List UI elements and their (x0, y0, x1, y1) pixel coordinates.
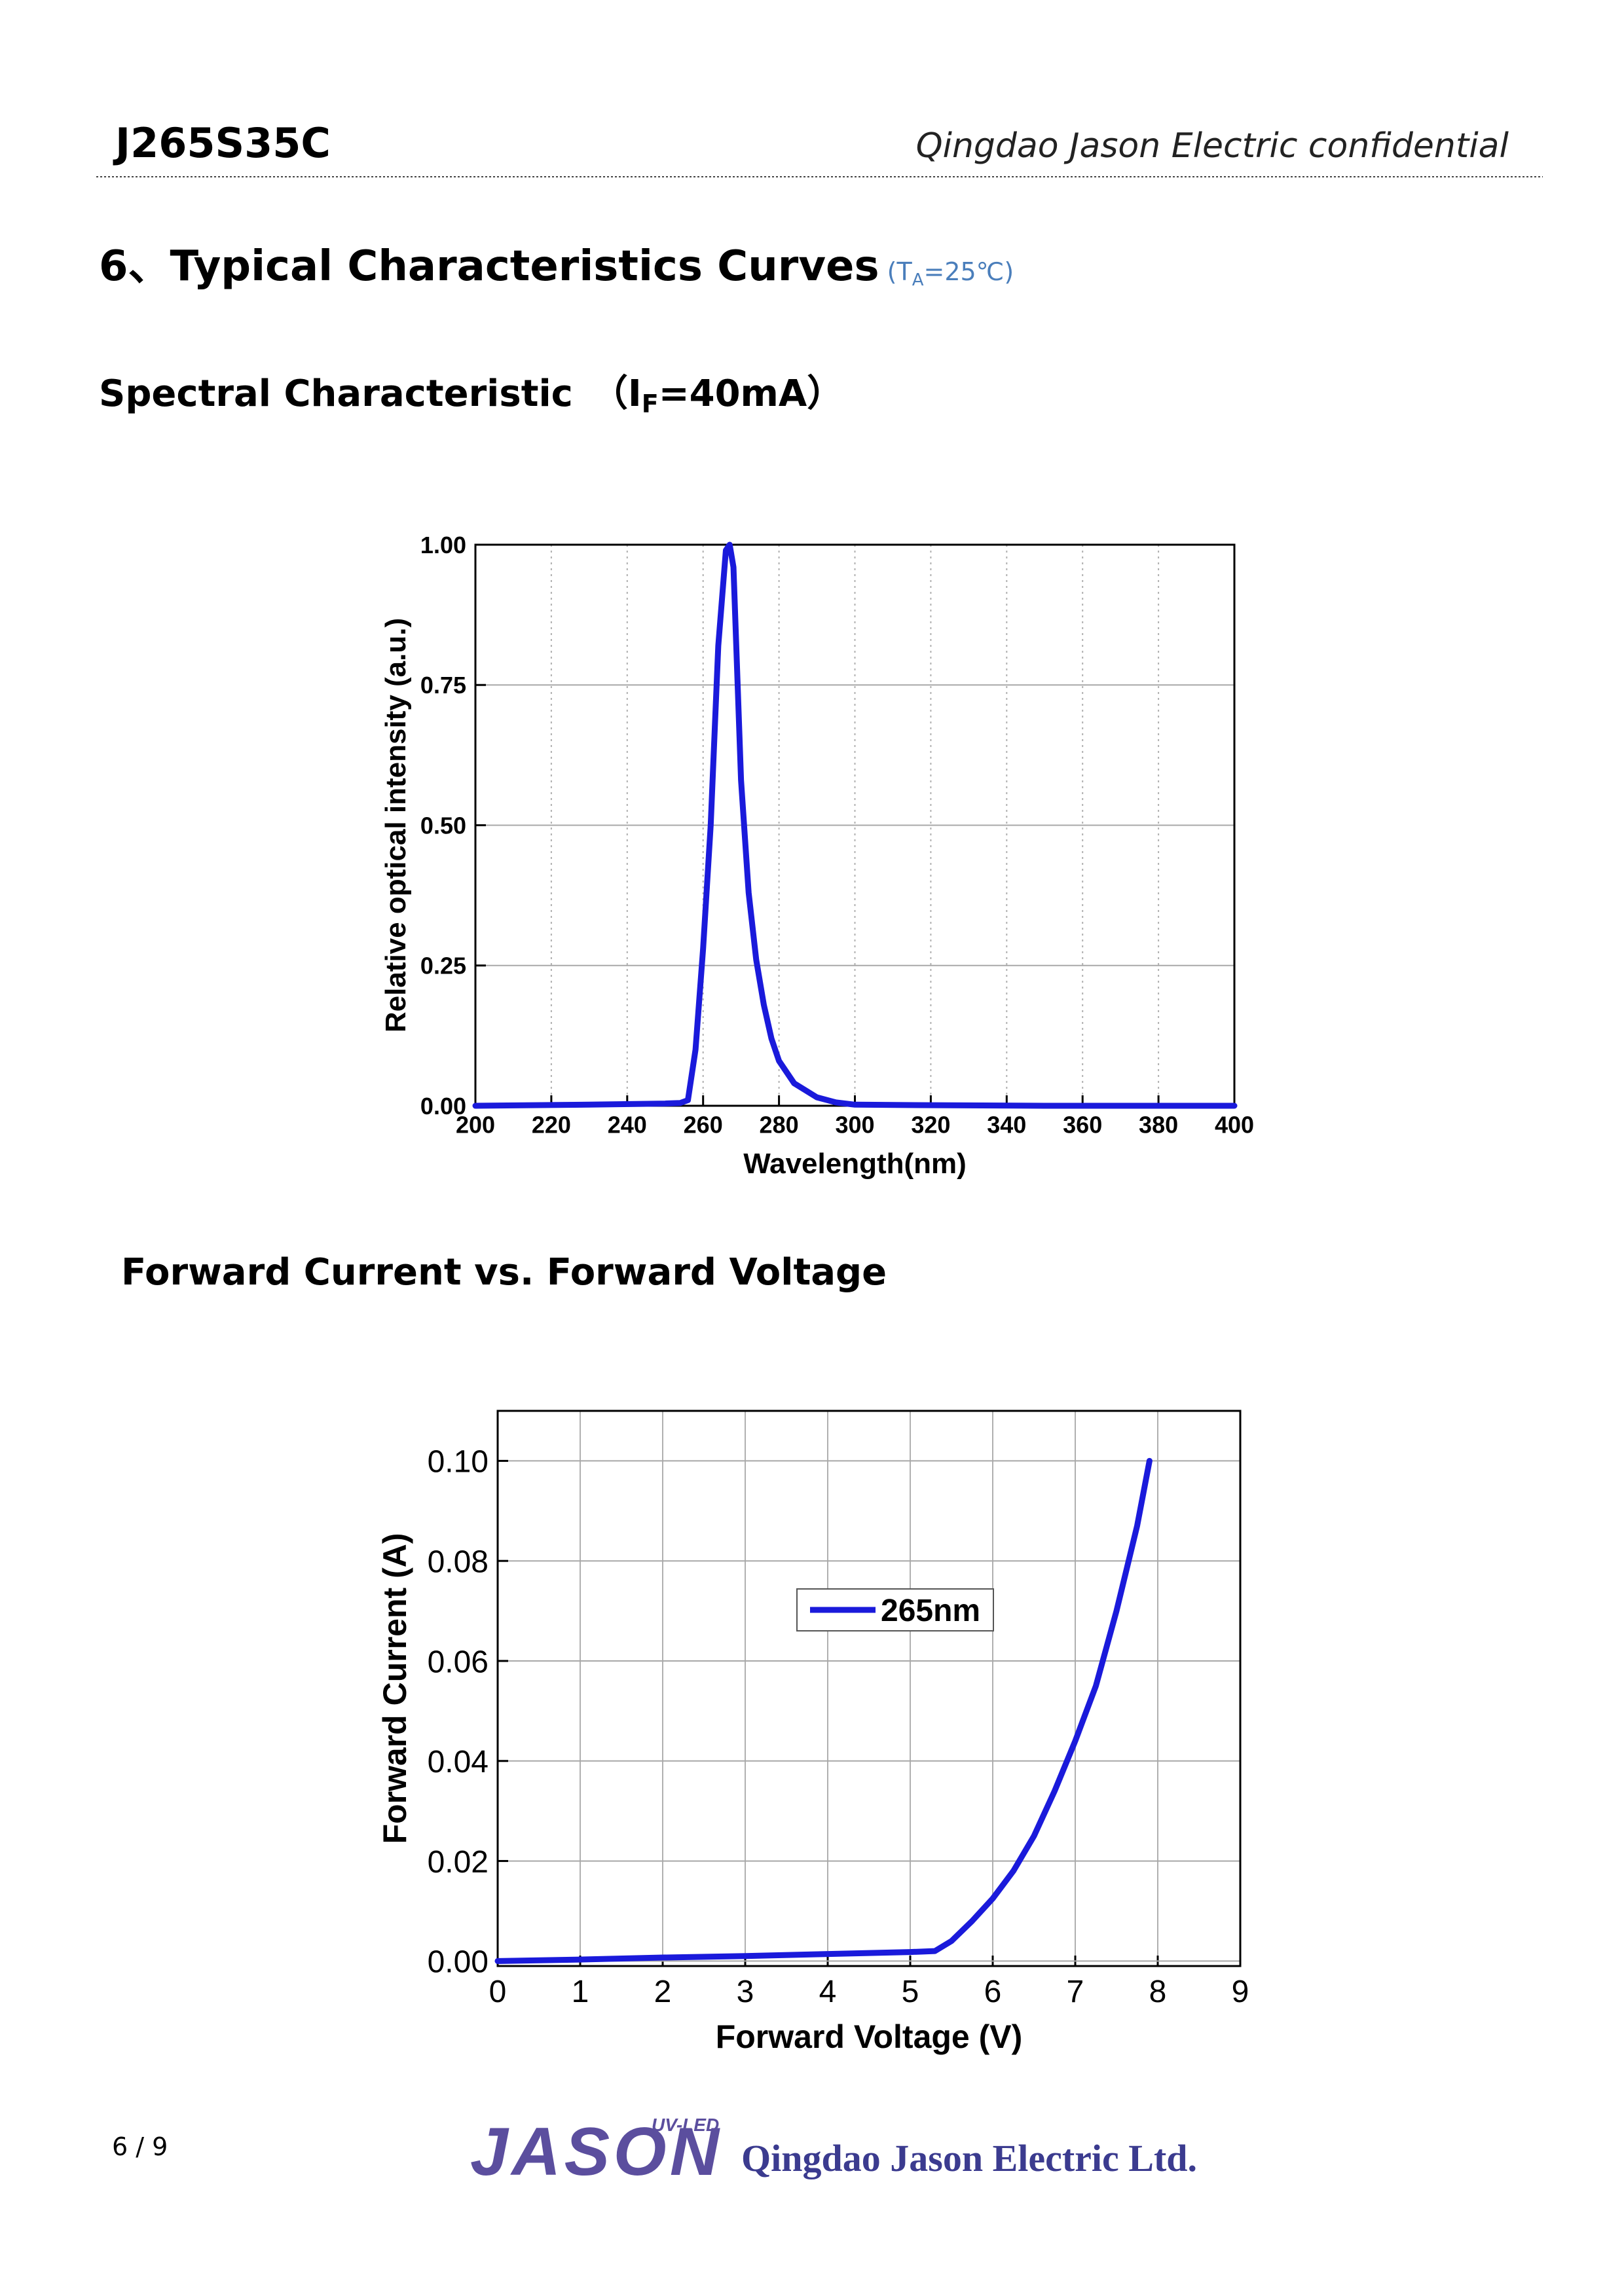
y-tick-label: 0.06 (428, 1645, 489, 1679)
x-axis-label: Wavelength(nm) (743, 1148, 967, 1180)
x-tick-label: 220 (532, 1111, 571, 1138)
x-tick-label: 5 (902, 1975, 919, 2009)
logo-tag: UV-LED (652, 2115, 719, 2135)
y-tick-label: 0.75 (420, 672, 466, 699)
x-tick-label: 340 (987, 1111, 1026, 1138)
x-axis-label: Forward Voltage (V) (716, 2018, 1023, 2055)
y-tick-label: 0.50 (420, 812, 466, 839)
y-tick-label: 0.08 (428, 1544, 489, 1579)
x-tick-label: 200 (456, 1111, 495, 1138)
condition-sub: A (912, 270, 924, 290)
x-tick-label: 1 (572, 1975, 589, 2009)
section-title: 6、Typical Characteristics Curves (TA=25℃… (99, 242, 1014, 291)
x-tick-label: 260 (684, 1111, 723, 1138)
y-tick-label: 0.02 (428, 1845, 489, 1880)
x-tick-label: 280 (760, 1111, 799, 1138)
x-tick-label: 8 (1149, 1975, 1167, 2009)
y-axis-label: Relative optical intensity (a.u.) (380, 618, 412, 1032)
x-tick-label: 0 (489, 1975, 507, 2009)
legend-label: 265nm (881, 1594, 980, 1628)
x-tick-label: 400 (1215, 1111, 1254, 1138)
section-title-text: 6、Typical Characteristics Curves (99, 242, 879, 291)
condition: (T (879, 257, 913, 286)
y-tick-label: 0.25 (420, 953, 466, 979)
x-tick-label: 300 (835, 1111, 874, 1138)
data-line (494, 1457, 1153, 1964)
x-tick-label: 4 (819, 1975, 837, 2009)
confidential-note: Qingdao Jason Electric confidential (916, 126, 1509, 166)
spectral-title: Spectral Characteristic （IF=40mA） (99, 373, 843, 418)
data-line (472, 541, 1238, 1109)
model: J265S35C (113, 119, 331, 167)
x-tick-label: 320 (911, 1111, 950, 1138)
y-tick-label: 0.00 (428, 1945, 489, 1980)
x-tick-label: 3 (737, 1975, 754, 2009)
condition: =25℃) (923, 257, 1014, 286)
y-tick-label: 0.10 (428, 1445, 489, 1480)
y-tick-label: 0.00 (420, 1093, 466, 1120)
iv-title: Forward Current vs. Forward Voltage (121, 1251, 887, 1294)
spectral-title-text: Spectral Characteristic （I (99, 373, 642, 415)
logo: JASON (470, 2114, 720, 2190)
y-tick-label: 1.00 (420, 532, 466, 558)
plot-frame (496, 1410, 1242, 1967)
x-tick-label: 9 (1232, 1975, 1249, 2009)
x-tick-label: 7 (1067, 1975, 1084, 2009)
spectral-title-sub: F (642, 390, 659, 418)
y-tick-label: 0.04 (428, 1745, 489, 1779)
page-number: 6 / 9 (112, 2132, 168, 2161)
x-tick-label: 240 (608, 1111, 647, 1138)
company-name: Qingdao Jason Electric Ltd. (741, 2137, 1197, 2179)
x-tick-label: 2 (654, 1975, 672, 2009)
x-tick-label: 6 (984, 1975, 1002, 2009)
x-tick-label: 380 (1139, 1111, 1178, 1138)
y-axis-label: Forward Current (A) (377, 1533, 413, 1844)
x-tick-label: 360 (1063, 1111, 1102, 1138)
spectral-title-text: =40mA） (659, 373, 844, 415)
